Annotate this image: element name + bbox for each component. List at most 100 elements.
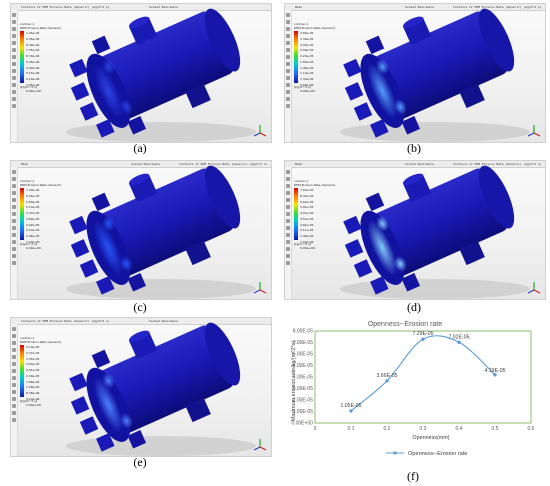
toolbar-icon[interactable] xyxy=(286,41,290,45)
toolbar-icon[interactable] xyxy=(12,226,16,230)
window-tab[interactable]: Scaled Residuals xyxy=(149,319,178,323)
color-bar-tick-label: 7.02e-06 xyxy=(300,239,314,244)
toolbar-icon[interactable] xyxy=(12,191,16,195)
toolbar-icon[interactable] xyxy=(286,34,290,38)
erosion-rate-chart-panel: Openness--Erosion rate Maximum erosion r… xyxy=(288,317,543,483)
toolbar-icon[interactable] xyxy=(286,27,290,31)
simulation-screenshot: Contours of DPM Erosion Rate (Generic) (… xyxy=(10,3,272,143)
color-bar-tick-label: 4.37e-05 xyxy=(26,211,40,216)
panel-d: Mesh Scaled Residuals Contours of DPM Eros… xyxy=(284,160,546,321)
toolbar-icon[interactable] xyxy=(12,184,16,188)
toolbar-icon[interactable] xyxy=(12,348,16,352)
color-bar-tick-label: 6.32e-05 xyxy=(300,193,314,198)
toolbar-icon[interactable] xyxy=(286,205,290,209)
window-tab-bar: Mesh Scaled Residuals Contours of DPM Eros… xyxy=(11,161,271,168)
toolbar-icon[interactable] xyxy=(286,261,290,265)
toolbar-icon[interactable] xyxy=(12,76,16,80)
toolbar-icon[interactable] xyxy=(12,362,16,366)
window-tab[interactable]: Mesh xyxy=(295,5,303,9)
toolbar-icon[interactable] xyxy=(286,20,290,24)
toolbar-icon[interactable] xyxy=(12,404,16,408)
toolbar-icon[interactable] xyxy=(12,41,16,45)
toolbar-icon[interactable] xyxy=(286,219,290,223)
toolbar-icon[interactable] xyxy=(12,254,16,258)
toolbar-icon[interactable] xyxy=(12,369,16,373)
toolbar-icon[interactable] xyxy=(12,376,16,380)
toolbar-icon[interactable] xyxy=(12,177,16,181)
toolbar-icon[interactable] xyxy=(286,191,290,195)
toolbar-icon[interactable] xyxy=(12,418,16,422)
window-tab[interactable]: Scaled Residuals xyxy=(149,5,178,9)
toolbar-icon[interactable] xyxy=(12,55,16,59)
toolbar-icon[interactable] xyxy=(12,355,16,359)
toolbar-icon[interactable] xyxy=(12,20,16,24)
contour-legend: contour-1 DPM Erosion Rate (Generic) 1.05e… xyxy=(20,22,61,93)
window-tab[interactable]: Contours of DPM Erosion Rate (Generic) (… xyxy=(179,162,268,166)
toolbar-icon[interactable] xyxy=(286,198,290,202)
toolbar-icon[interactable] xyxy=(12,104,16,108)
toolbar-icon[interactable] xyxy=(286,13,290,17)
toolbar-icon[interactable] xyxy=(286,90,290,94)
toolbar-icon[interactable] xyxy=(286,226,290,230)
toolbar-icon[interactable] xyxy=(12,383,16,387)
window-tab[interactable]: Contours of DPM Erosion Rate (Generic) (… xyxy=(453,162,542,166)
valve-body-render xyxy=(340,165,530,299)
color-bar-tick-label: 3.64e-05 xyxy=(26,216,40,221)
toolbar-icon[interactable] xyxy=(286,177,290,181)
toolbar-icon[interactable] xyxy=(286,97,290,101)
window-tab[interactable]: Mesh xyxy=(295,162,303,166)
erosion-rate-chart: Openness--Erosion rate Maximum erosion r… xyxy=(291,321,535,457)
toolbar-icon[interactable] xyxy=(12,83,16,87)
toolbar-icon[interactable] xyxy=(286,104,290,108)
toolbar-icon[interactable] xyxy=(12,48,16,52)
window-tab-bar: Mesh Scaled Residuals Contours of DPM Eros… xyxy=(285,161,545,168)
toolbar-icon[interactable] xyxy=(286,247,290,251)
toolbar-icon[interactable] xyxy=(12,69,16,73)
toolbar-icon[interactable] xyxy=(286,48,290,52)
toolbar-icon[interactable] xyxy=(12,97,16,101)
window-tab[interactable]: Scaled Residuals xyxy=(405,5,434,9)
toolbar-icon[interactable] xyxy=(286,83,290,87)
toolbar-icon[interactable] xyxy=(12,205,16,209)
toolbar-icon[interactable] xyxy=(286,233,290,237)
toolbar-icon[interactable] xyxy=(12,390,16,394)
toolbar-icon[interactable] xyxy=(286,62,290,66)
toolbar-icon[interactable] xyxy=(12,27,16,31)
toolbar-icon[interactable] xyxy=(286,170,290,174)
toolbar-icon[interactable] xyxy=(12,233,16,237)
toolbar-icon[interactable] xyxy=(286,212,290,216)
window-tab[interactable]: Scaled Residuals xyxy=(405,162,434,166)
window-tab[interactable]: Contours of DPM Erosion Rate (Generic) (… xyxy=(21,5,110,9)
color-bar xyxy=(20,188,24,240)
window-tab[interactable]: Contours of DPM Erosion Rate (Generic) (… xyxy=(453,5,542,9)
toolbar-icon[interactable] xyxy=(286,240,290,244)
toolbar-icon[interactable] xyxy=(12,90,16,94)
toolbar-icon[interactable] xyxy=(12,13,16,17)
toolbar-icon[interactable] xyxy=(12,170,16,174)
legend-subtitle: DPM Erosion Rate (Generic) xyxy=(294,26,336,30)
toolbar-icon[interactable] xyxy=(12,240,16,244)
color-bar-tick-label: 2.92e-05 xyxy=(26,222,40,227)
toolbar-icon[interactable] xyxy=(286,55,290,59)
toolbar-icon[interactable] xyxy=(12,341,16,345)
color-bar-tick-label: 3.66e-05 xyxy=(300,31,314,35)
toolbar-icon[interactable] xyxy=(12,327,16,331)
toolbar-icon[interactable] xyxy=(12,34,16,38)
window-tab[interactable]: Contours of DPM Erosion Rate (Generic) (… xyxy=(21,319,110,323)
window-tab[interactable]: Mesh xyxy=(21,162,29,166)
toolbar-icon[interactable] xyxy=(12,62,16,66)
toolbar-icon[interactable] xyxy=(286,69,290,73)
toolbar-icon[interactable] xyxy=(12,198,16,202)
toolbar-icon[interactable] xyxy=(286,76,290,80)
toolbar-icon[interactable] xyxy=(286,254,290,258)
valve-body-render xyxy=(66,165,256,299)
window-tab[interactable]: Scaled Residuals xyxy=(131,162,160,166)
toolbar-icon[interactable] xyxy=(286,184,290,188)
toolbar-icon[interactable] xyxy=(12,261,16,265)
toolbar-icon[interactable] xyxy=(12,219,16,223)
toolbar-icon[interactable] xyxy=(12,247,16,251)
toolbar-icon[interactable] xyxy=(12,397,16,401)
toolbar-icon[interactable] xyxy=(12,411,16,415)
toolbar-icon[interactable] xyxy=(12,334,16,338)
toolbar-icon[interactable] xyxy=(12,212,16,216)
